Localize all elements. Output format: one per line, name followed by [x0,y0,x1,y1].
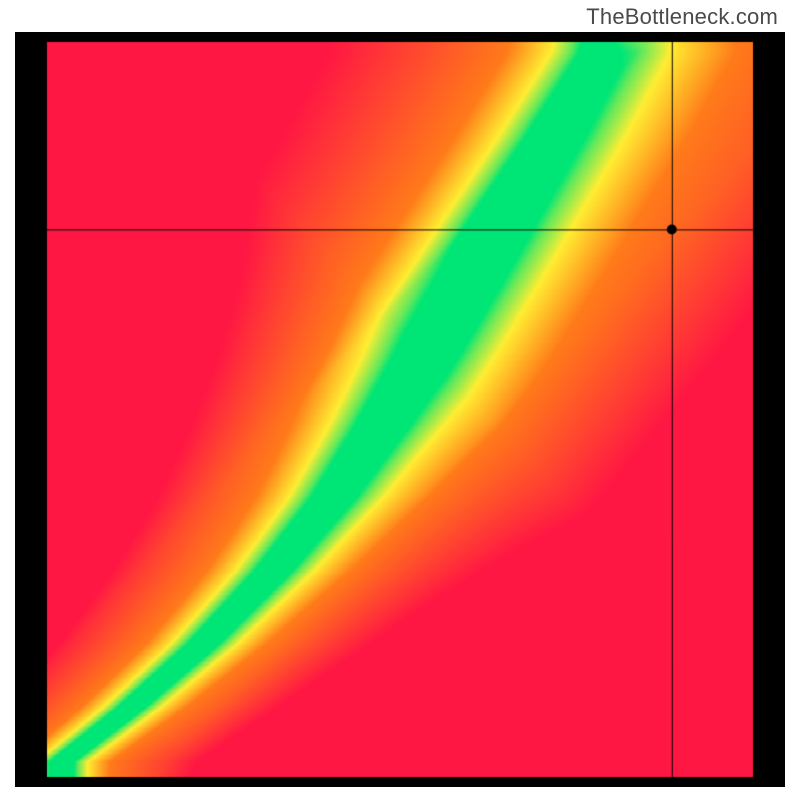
watermark-text: TheBottleneck.com [586,4,778,30]
heatmap-canvas [15,32,785,787]
heatmap-plot [15,32,785,787]
